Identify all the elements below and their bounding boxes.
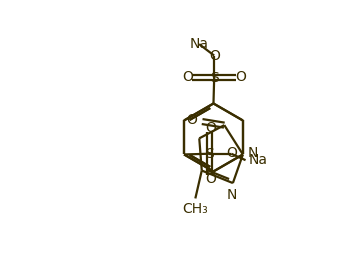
Text: CH₃: CH₃ bbox=[182, 202, 208, 216]
Text: Na: Na bbox=[248, 153, 267, 167]
Text: O: O bbox=[182, 70, 193, 84]
Text: O: O bbox=[186, 113, 197, 127]
Text: Na: Na bbox=[190, 37, 209, 51]
Text: O: O bbox=[205, 121, 216, 135]
Text: O: O bbox=[236, 70, 246, 84]
Text: N: N bbox=[227, 188, 237, 202]
Text: N: N bbox=[248, 146, 258, 160]
Text: O: O bbox=[209, 49, 220, 63]
Text: O: O bbox=[226, 146, 237, 160]
Text: O: O bbox=[205, 172, 216, 187]
Text: S: S bbox=[205, 147, 214, 161]
Text: S: S bbox=[210, 71, 219, 85]
